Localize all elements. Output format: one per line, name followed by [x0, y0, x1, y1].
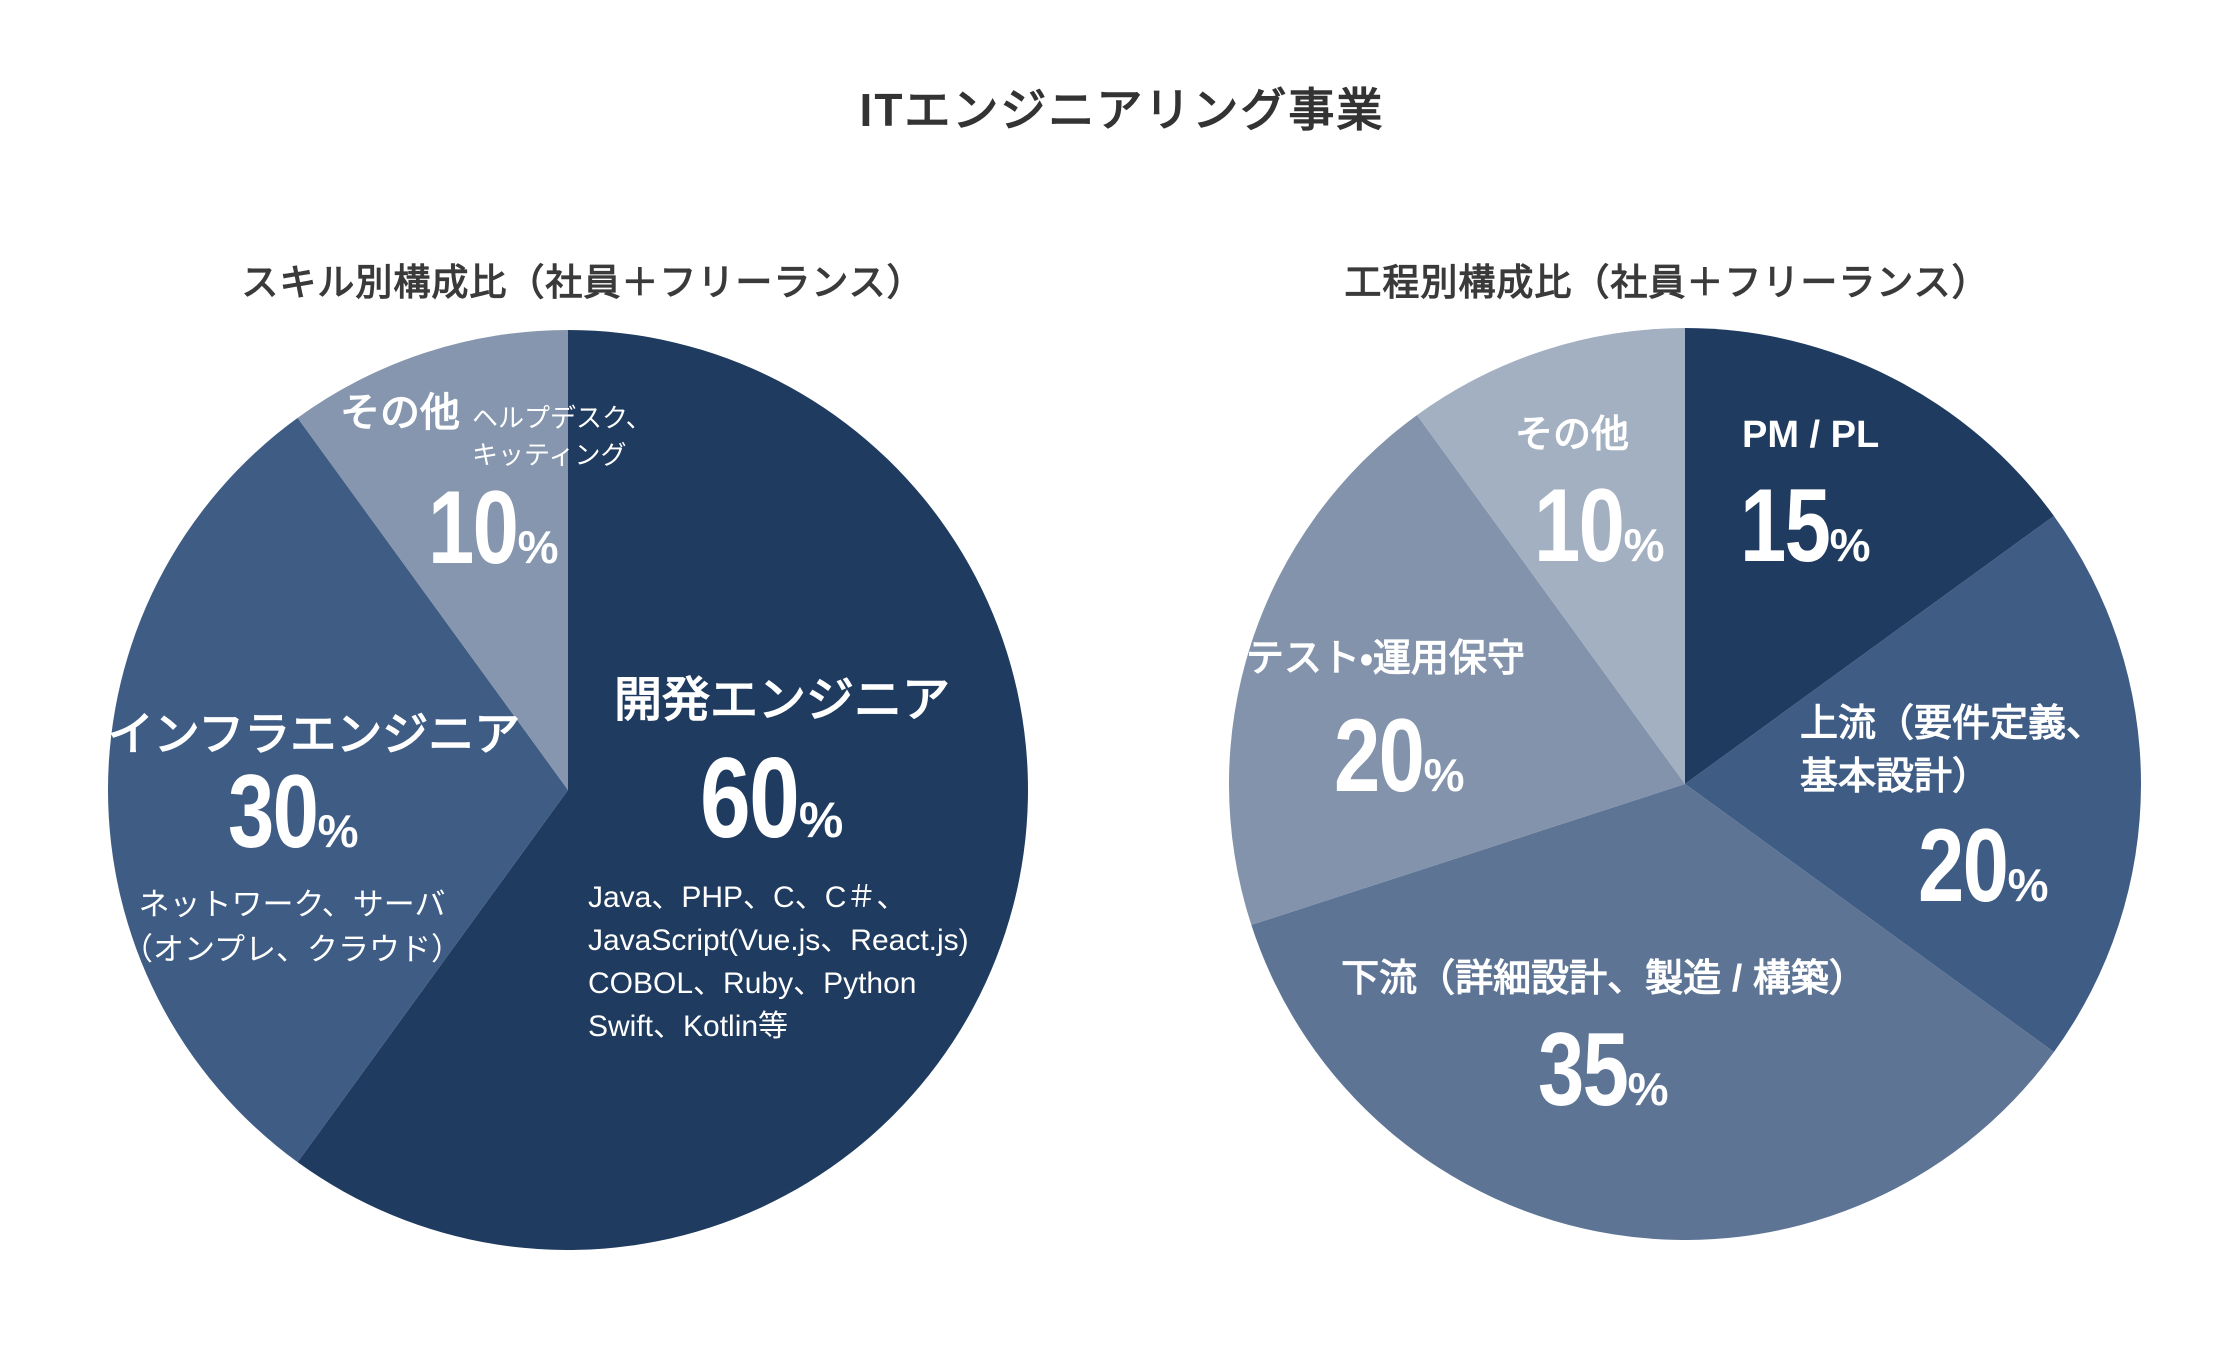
dev-slice-label: 開発エンジニア: [613, 674, 951, 727]
pm-slice-percentage: 15%: [1740, 474, 1871, 578]
upstream-label-line: 基本設計）: [1800, 756, 1991, 798]
pie-slice-infra: [108, 417, 568, 1163]
test-percentage-number: 20: [1334, 698, 1425, 814]
pm-percentage-unit: %: [1829, 519, 1871, 571]
infra-slice-label: インフラエンジニア: [107, 708, 521, 760]
downstream-percentage-number: 35: [1538, 1012, 1629, 1128]
dev-slice-detail: Java、PHP、C、C＃、 JavaScript(Vue.js、React.j…: [588, 876, 969, 1048]
other-percentage-unit: %: [517, 521, 559, 573]
process-pie-chart: [1229, 328, 2141, 1240]
other-right-percentage-unit: %: [1623, 519, 1665, 571]
pie-slice-dev: [297, 330, 1028, 1250]
other-right-slice-percentage: 10%: [1534, 474, 1665, 578]
test-slice-label: テスト・運用保守: [1246, 638, 1525, 680]
pie-slice-upstream: [1685, 515, 2141, 1053]
other-slice-label: その他: [340, 391, 460, 435]
dev-slice-percentage: 60%: [700, 742, 843, 856]
dev-detail-line: COBOL、Ruby、Python: [588, 967, 917, 1000]
process-chart-title: 工程別構成比（社員＋フリーランス）: [1344, 262, 1990, 303]
test-percentage-unit: %: [1423, 749, 1465, 801]
infra-slice-percentage: 30%: [228, 760, 359, 864]
infra-percentage-number: 30: [228, 754, 319, 870]
upstream-percentage-number: 20: [1918, 808, 2009, 924]
pie-slice-downstream: [1251, 784, 2054, 1240]
other-percentage-number: 10: [428, 470, 519, 586]
page-title: ITエンジニアリング事業: [859, 84, 1385, 136]
skill-pie-chart: [108, 330, 1028, 1250]
downstream-slice-percentage: 35%: [1538, 1018, 1669, 1122]
dev-detail-line: JavaScript(Vue.js、React.js): [588, 924, 969, 957]
other-right-percentage-number: 10: [1534, 468, 1625, 584]
test-slice-percentage: 20%: [1334, 704, 1465, 808]
other-slice-percentage: 10%: [428, 476, 559, 580]
dev-detail-line: Swift、Kotlin等: [588, 1010, 789, 1043]
pie-slice-test: [1229, 415, 1685, 925]
upstream-label-line: 上流（要件定義、: [1800, 703, 2105, 745]
downstream-percentage-unit: %: [1627, 1063, 1669, 1115]
other-detail-line: キッティング: [472, 440, 627, 470]
upstream-percentage-unit: %: [2007, 859, 2049, 911]
infra-percentage-unit: %: [317, 805, 359, 857]
dev-percentage-number: 60: [700, 735, 800, 862]
infra-detail-line: ネットワーク、サーバ: [138, 887, 446, 922]
pie-slice-other: [297, 330, 568, 790]
dev-detail-line: Java、PHP、C、C＃、: [588, 881, 907, 914]
upstream-slice-label: 上流（要件定義、 基本設計）: [1800, 698, 2104, 804]
pm-percentage-number: 15: [1740, 468, 1831, 584]
pie-slice-other: [1416, 328, 1685, 784]
upstream-slice-percentage: 20%: [1918, 814, 2049, 918]
other-detail-line: ヘルプデスク、: [472, 403, 652, 433]
other-slice-detail: ヘルプデスク、 キッティング: [472, 400, 652, 474]
dev-percentage-unit: %: [798, 792, 844, 848]
skill-chart-title: スキル別構成比（社員＋フリーランス）: [241, 262, 925, 303]
other-right-slice-label: その他: [1515, 414, 1630, 456]
infra-slice-detail: ネットワーク、サーバ （オンプレ、クラウド）: [122, 882, 462, 972]
pm-slice-label: PM / PL: [1742, 414, 1880, 456]
downstream-slice-label: 下流（詳細設計、製造 / 構築）: [1341, 958, 1867, 1000]
infra-detail-line: （オンプレ、クラウド）: [121, 932, 463, 967]
pie-slice-pm: [1685, 328, 2054, 784]
